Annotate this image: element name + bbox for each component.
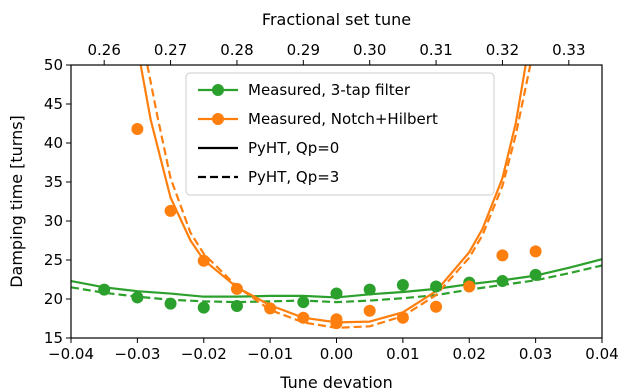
data-point xyxy=(197,301,210,314)
y-axis-label: Damping time [turns] xyxy=(7,115,26,288)
top-x-axis-label: Fractional set tune xyxy=(262,10,411,29)
top-x-tick-label: 0.26 xyxy=(87,41,120,59)
x-tick-label: 0.04 xyxy=(585,345,618,363)
y-tick-label: 20 xyxy=(44,290,63,308)
legend: Measured, 3-tap filter Measured, Notch+Hi… xyxy=(185,72,495,196)
data-point xyxy=(164,204,177,217)
x-tick-label: 0.03 xyxy=(519,345,552,363)
x-axis-label: Tune devation xyxy=(279,373,392,392)
data-point xyxy=(131,291,144,304)
top-x-tick-label: 0.33 xyxy=(552,41,585,59)
y-tick-label: 35 xyxy=(44,173,63,191)
top-x-tick-label: 0.30 xyxy=(353,41,386,59)
x-tick-label: −0.04 xyxy=(48,345,94,363)
data-point xyxy=(496,249,509,262)
data-point xyxy=(529,245,542,258)
x-tick-label: −0.01 xyxy=(247,345,293,363)
y-tick-label: 30 xyxy=(44,212,63,230)
plot-frame xyxy=(70,64,603,339)
data-point xyxy=(131,122,144,135)
y-tick-label: 40 xyxy=(44,134,63,152)
data-point xyxy=(430,280,443,293)
legend-label: Measured, Notch+Hilbert xyxy=(248,110,438,128)
x-tick-label: −0.02 xyxy=(181,345,227,363)
data-point xyxy=(463,280,476,293)
y-tick-label: 45 xyxy=(44,95,63,113)
legend-box xyxy=(185,72,495,196)
series-line xyxy=(71,264,602,304)
x-tick-label: 0.01 xyxy=(386,345,419,363)
top-x-tick-label: 0.32 xyxy=(486,41,519,59)
x-tick-label: 0.00 xyxy=(320,345,353,363)
data-point xyxy=(197,254,210,267)
data-point xyxy=(164,297,177,310)
data-point xyxy=(264,302,277,315)
y-tick-label: 25 xyxy=(44,251,63,269)
data-point xyxy=(330,287,343,300)
legend-label: PyHT, Qp=0 xyxy=(248,139,339,157)
x-tick-label: 0.02 xyxy=(453,345,486,363)
top-x-tick-label: 0.31 xyxy=(419,41,452,59)
data-point xyxy=(529,268,542,281)
data-point xyxy=(230,300,243,313)
data-point xyxy=(363,304,376,317)
top-x-tick-label: 0.29 xyxy=(287,41,320,59)
y-tick-label: 15 xyxy=(44,329,63,347)
legend-label: PyHT, Qp=3 xyxy=(248,168,339,186)
data-point xyxy=(230,282,243,295)
data-point xyxy=(430,300,443,313)
data-point xyxy=(297,296,310,309)
y-tick-label: 50 xyxy=(44,56,63,74)
data-point xyxy=(396,311,409,324)
data-point xyxy=(396,278,409,291)
legend-marker xyxy=(212,113,224,125)
data-point xyxy=(496,275,509,288)
axis-ticks: −0.04 −0.03 −0.02 −0.01 0.00 0.01 0.02 0.03 0.04… xyxy=(44,41,619,363)
measured-points xyxy=(98,122,542,330)
legend-label: Measured, 3-tap filter xyxy=(248,81,411,99)
legend-marker xyxy=(212,84,224,96)
top-x-tick-label: 0.27 xyxy=(154,41,187,59)
top-x-tick-label: 0.28 xyxy=(220,41,253,59)
data-point xyxy=(330,317,343,330)
x-tick-label: −0.03 xyxy=(114,345,160,363)
data-point xyxy=(297,311,310,324)
data-point xyxy=(98,283,111,296)
data-point xyxy=(363,283,376,296)
